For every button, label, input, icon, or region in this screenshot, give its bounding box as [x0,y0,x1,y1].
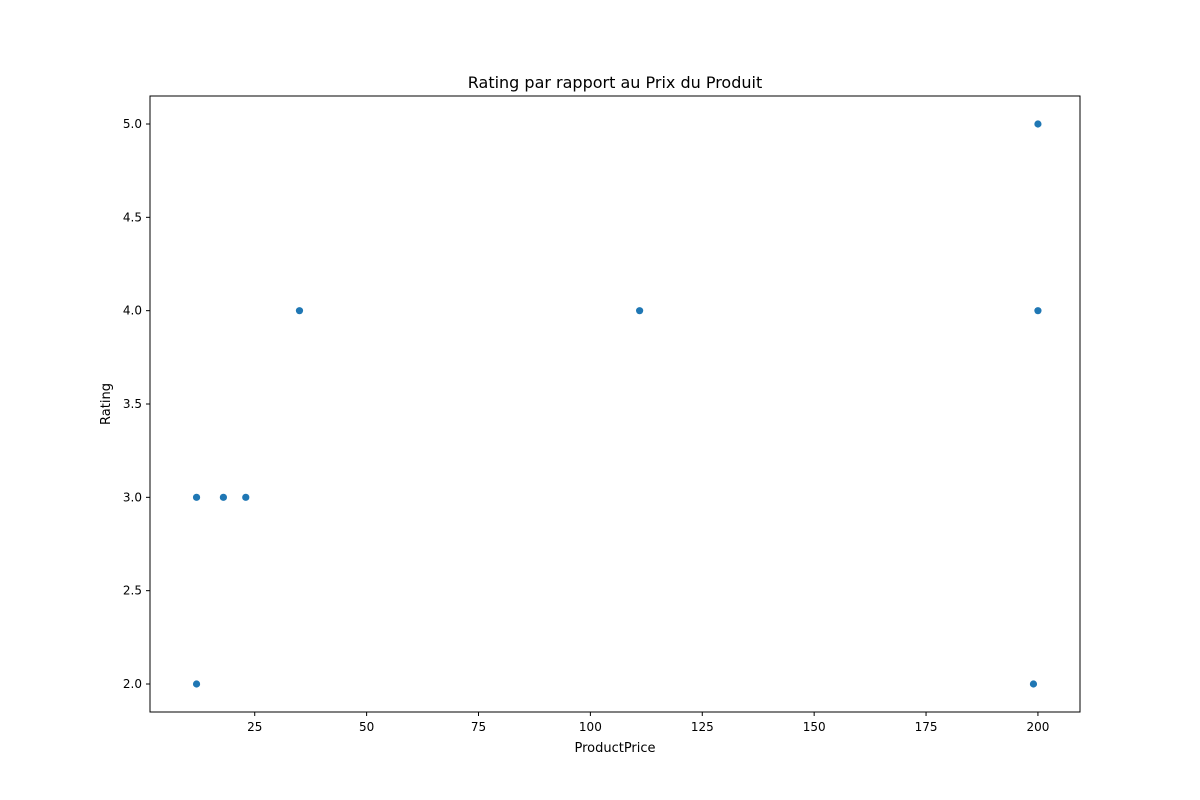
data-point [192,680,201,688]
chart-title: Rating par rapport au Prix du Produit [468,73,762,92]
x-axis-label: ProductPrice [574,741,655,756]
x-tick-label: 75 [471,720,486,734]
data-point [242,493,250,501]
points-layer [192,120,1042,688]
data-point [219,493,227,501]
y-tick-label: 4.0 [123,304,142,318]
plot-frame [149,95,1081,713]
y-tick-label: 3.0 [123,490,142,504]
y-tick-label: 5.0 [123,117,142,131]
data-point [192,493,201,501]
x-tick-label: 200 [1026,720,1049,734]
x-tick-label: 50 [359,720,374,734]
y-axis-label: Rating [99,383,114,425]
x-tick-label: 125 [691,720,714,734]
x-tick-label: 100 [579,720,602,734]
data-point [1034,120,1042,128]
y-tick-label: 2.5 [123,584,142,598]
data-point [1029,680,1038,688]
x-axis-ticks: 25 50 75 100 125 150 175 200 [247,712,1049,734]
x-tick-label: 175 [915,720,938,734]
y-axis-ticks: 2.0 2.5 3.0 3.5 4.0 4.5 5.0 [123,117,150,691]
x-tick-label: 150 [803,720,826,734]
x-tick-label: 25 [247,720,262,734]
y-tick-label: 4.5 [123,210,142,224]
data-point [1034,307,1042,315]
data-point [295,307,304,315]
y-tick-label: 3.5 [123,397,142,411]
y-tick-label: 2.0 [123,677,142,691]
data-point [636,307,644,315]
